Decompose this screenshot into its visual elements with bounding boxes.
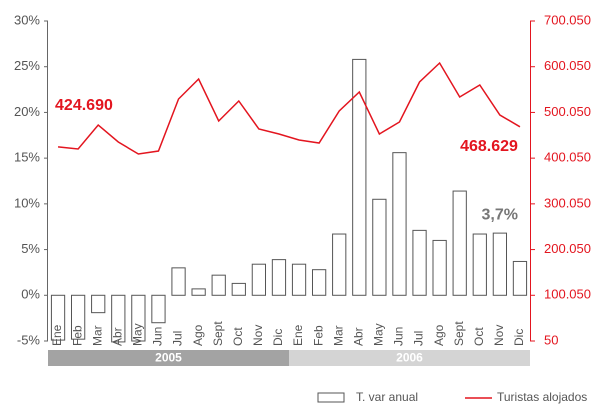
x-tick-label: Ene [50, 324, 64, 346]
bar [412, 229, 427, 296]
group-label: 2006 [396, 351, 423, 365]
data-label: 3,7% [481, 207, 517, 224]
bar [171, 267, 186, 296]
bar [111, 294, 126, 343]
group-label: 2005 [155, 351, 182, 365]
bar [91, 294, 106, 314]
x-tick-label: Jun [151, 327, 165, 346]
y-tick-label: 25% [14, 58, 40, 73]
x-tick-label: Oct [231, 327, 245, 346]
x-tick-label: Jun [392, 327, 406, 346]
bar [211, 274, 226, 296]
y-tick-label: 10% [14, 195, 40, 210]
y2-tick-label: 600.050 [544, 58, 591, 73]
bar [70, 294, 86, 340]
bar [131, 294, 146, 342]
y-tick-label: 0% [21, 287, 40, 302]
x-tick-label: Ene [291, 324, 305, 346]
data-label: 424.690 [55, 97, 113, 114]
y2-tick-label: 400.050 [544, 150, 591, 165]
x-tick-label: Feb [70, 325, 84, 346]
x-tick-label: Nov [492, 325, 506, 346]
y-tick-label: 20% [14, 104, 40, 119]
bar [231, 282, 246, 296]
y2-tick-label: 500.050 [544, 104, 591, 119]
bar [492, 232, 508, 296]
bar [251, 263, 267, 296]
legend-label: T. var anual [356, 390, 418, 404]
y2-tick-label: 200.050 [544, 241, 591, 256]
x-tick-label: Oct [472, 327, 486, 346]
group-band [48, 350, 289, 366]
line [57, 61, 521, 155]
x-tick-label: Ago [432, 324, 446, 346]
x-tick-label: Mar [90, 325, 104, 346]
y-tick-label: -5% [17, 332, 41, 347]
y2-tick-label: 50 [544, 332, 558, 347]
x-tick-label: May [131, 323, 145, 346]
group-band [289, 350, 530, 366]
x-tick-label: Mar [331, 325, 345, 346]
bar [392, 152, 407, 296]
y-tick-label: 30% [14, 12, 40, 27]
bar [291, 263, 307, 296]
y2-tick-label: 300.050 [544, 195, 591, 210]
bar [372, 198, 387, 296]
x-tick-label: Dic [512, 329, 526, 346]
bar [432, 239, 447, 296]
x-tick-label: May [372, 323, 386, 346]
bar [191, 288, 206, 296]
x-tick-label: Feb [311, 325, 325, 346]
x-tick-label: Jul [412, 331, 426, 346]
bar [271, 259, 287, 296]
bar [332, 233, 347, 296]
x-tick-label: Sept [211, 321, 225, 346]
bar [311, 269, 327, 296]
legend-swatch [317, 392, 345, 403]
bar [512, 260, 528, 296]
bar [151, 294, 166, 324]
y-tick-label: 15% [14, 150, 40, 165]
x-tick-label: Abr [110, 327, 124, 346]
y2-tick-label: 100.050 [544, 287, 591, 302]
bar [452, 190, 467, 296]
x-tick-label: Jul [171, 331, 185, 346]
bar [472, 233, 487, 296]
x-tick-label: Abr [351, 327, 365, 346]
x-tick-label: Dic [271, 329, 285, 346]
data-label: 468.629 [460, 138, 518, 155]
bar [352, 58, 367, 296]
legend-label: Turistas alojados [497, 390, 587, 404]
bar [50, 294, 66, 341]
y2-tick-label: 700.050 [544, 12, 591, 27]
x-tick-label: Nov [251, 325, 265, 346]
y-tick-label: 5% [21, 241, 40, 256]
x-tick-label: Ago [191, 324, 205, 346]
x-tick-label: Sept [452, 321, 466, 346]
